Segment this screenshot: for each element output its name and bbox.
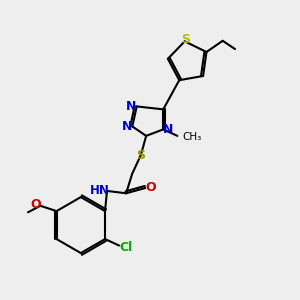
Text: O: O: [145, 181, 156, 194]
Text: S: S: [181, 33, 190, 46]
Text: Cl: Cl: [119, 241, 132, 254]
Text: O: O: [30, 198, 41, 212]
Text: CH₃: CH₃: [183, 132, 202, 142]
Text: N: N: [122, 120, 132, 133]
Text: HN: HN: [90, 184, 110, 196]
Text: N: N: [126, 100, 136, 113]
Text: N: N: [164, 123, 174, 136]
Text: S: S: [136, 148, 146, 161]
